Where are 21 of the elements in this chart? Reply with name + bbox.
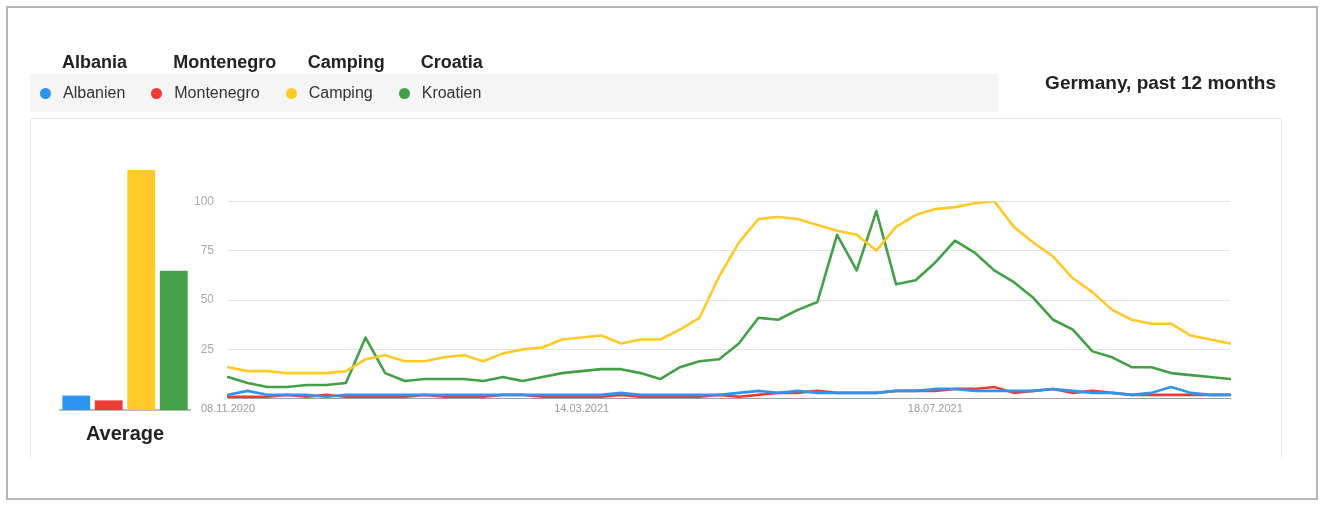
legend-label: Montenegro (174, 84, 260, 102)
text: Camping (307, 52, 385, 73)
x-axis-title: Average (85, 421, 165, 444)
y-tick-label: 100 (193, 193, 215, 208)
bar (62, 395, 91, 410)
legend-label: Albanien (63, 84, 126, 102)
bar (94, 400, 123, 410)
x-tick-label: 18.07.2021 (907, 402, 963, 415)
text: Albania (62, 52, 128, 73)
x-tick-label: 14.03.2021 (554, 402, 610, 415)
x-tick-label: 08.11.2020 (200, 402, 256, 415)
y-tick-label: 25 (200, 341, 215, 356)
y-tick-label: 75 (200, 242, 215, 257)
legend-label: Camping (308, 84, 373, 102)
text: Montenegro (173, 52, 277, 73)
bar (159, 270, 188, 410)
legend-label: Kroatien (421, 84, 482, 102)
text: Croatia (420, 52, 483, 73)
bar (127, 170, 156, 410)
y-tick-label: 50 (200, 292, 215, 307)
chart-title: Germany, past 12 months (1045, 72, 1276, 94)
